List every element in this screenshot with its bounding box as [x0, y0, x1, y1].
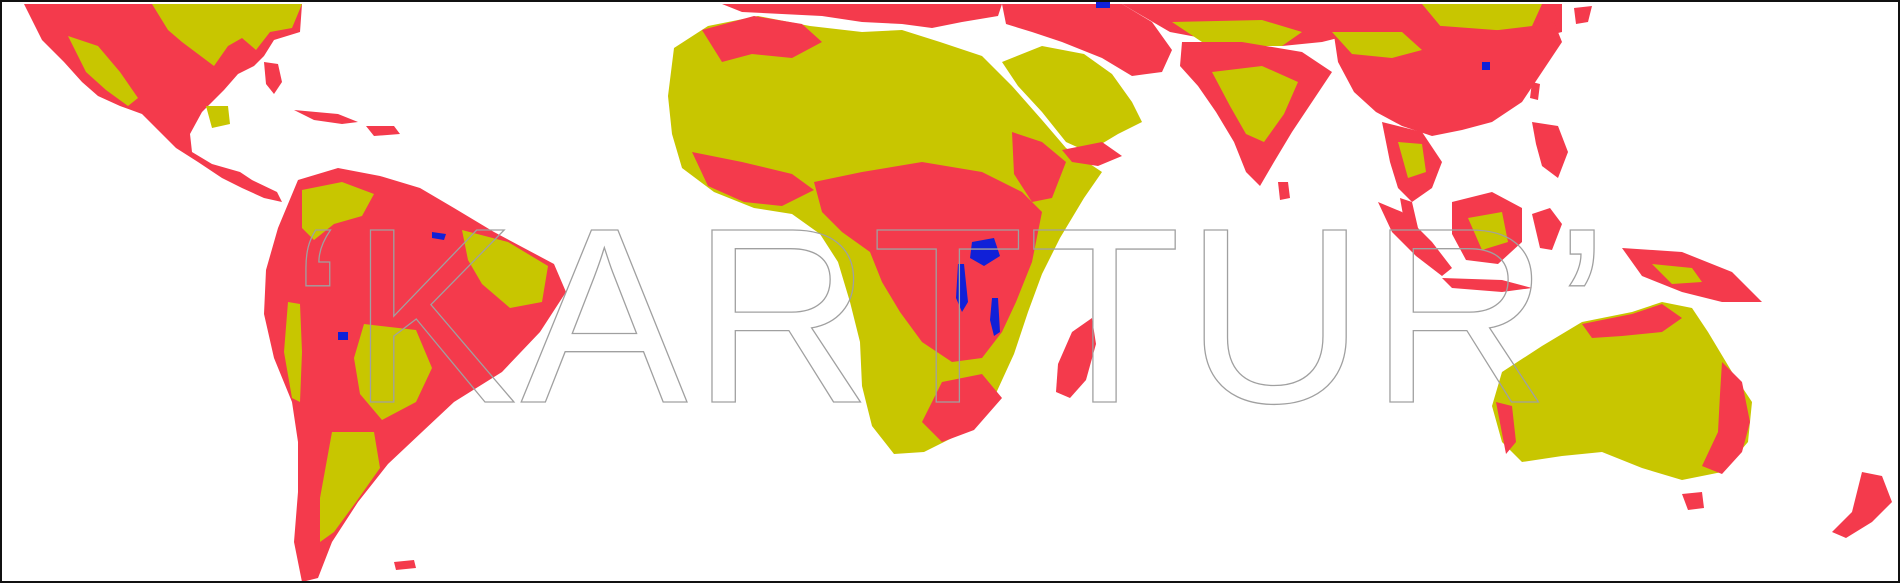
yemen-coast [1062, 142, 1122, 166]
hispaniola [366, 126, 400, 136]
north-marker [1096, 2, 1110, 8]
east-africa-highlands [1012, 132, 1066, 202]
arabian-peninsula [1002, 46, 1142, 152]
cuba [294, 110, 358, 124]
watermark-text: ‘KARTTUR’ [290, 176, 1613, 455]
philippines [1532, 122, 1568, 178]
central-africa-wet-zone [814, 162, 1042, 362]
australia-west-coast [1496, 402, 1516, 454]
south-america-region [264, 168, 566, 581]
mexico-dry-zone [68, 36, 138, 106]
patagonia-dry-zone [320, 432, 380, 542]
southeast-asia-islands [1378, 192, 1762, 302]
lake-victoria [970, 238, 1000, 266]
southeast-africa-coast [922, 374, 1002, 442]
africa-region [668, 16, 1102, 454]
maghreb-zone [702, 16, 822, 62]
middle-east-highlands [1002, 4, 1172, 76]
yucatan [206, 106, 230, 128]
mongolia-dry-zone [1422, 4, 1542, 32]
japan-south [1574, 6, 1592, 24]
tibet-dry-zone [1332, 32, 1422, 58]
florida [264, 62, 282, 94]
java [1442, 278, 1532, 292]
southern-europe [722, 4, 1002, 28]
sri-lanka [1278, 182, 1290, 200]
madagascar [1056, 318, 1096, 398]
falkland-islands [394, 560, 416, 570]
central-asia-dry-zone [1172, 20, 1302, 46]
sulawesi [1532, 208, 1562, 250]
amazon-lake [432, 232, 446, 240]
inland-water [338, 2, 1490, 340]
new-guinea-lowland [1652, 264, 1702, 284]
australia-north [1582, 304, 1682, 338]
china-lake [1482, 62, 1490, 70]
new-zealand [1832, 472, 1892, 538]
tasmania [1682, 492, 1704, 510]
lake-titicaca [338, 332, 348, 340]
lake-tanganyika [956, 264, 968, 312]
north-america-region [24, 4, 400, 202]
taiwan [1530, 82, 1540, 100]
deccan-dry-zone [1212, 66, 1298, 142]
chaco-dry-zone [354, 324, 432, 420]
northeast-brazil-dry-zone [462, 230, 548, 308]
south-america-dry-zone [302, 182, 374, 240]
east-asia-region [1332, 6, 1592, 232]
atacama-dry-zone [284, 302, 302, 402]
australia-landmass [1492, 302, 1752, 480]
sumatra [1378, 202, 1452, 276]
north-america-dry-zone [152, 4, 302, 66]
west-africa-zone [692, 152, 814, 206]
borneo-dry-zone [1468, 212, 1508, 250]
india-region [1180, 42, 1332, 200]
lake-malawi [990, 298, 1000, 336]
oceania-region [1492, 302, 1892, 538]
australia-east-coast [1702, 362, 1750, 474]
indochina-dry-zone [1398, 142, 1426, 178]
